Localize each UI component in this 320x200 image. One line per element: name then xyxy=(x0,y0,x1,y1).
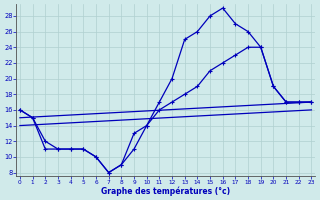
X-axis label: Graphe des températures (°c): Graphe des températures (°c) xyxy=(101,186,230,196)
